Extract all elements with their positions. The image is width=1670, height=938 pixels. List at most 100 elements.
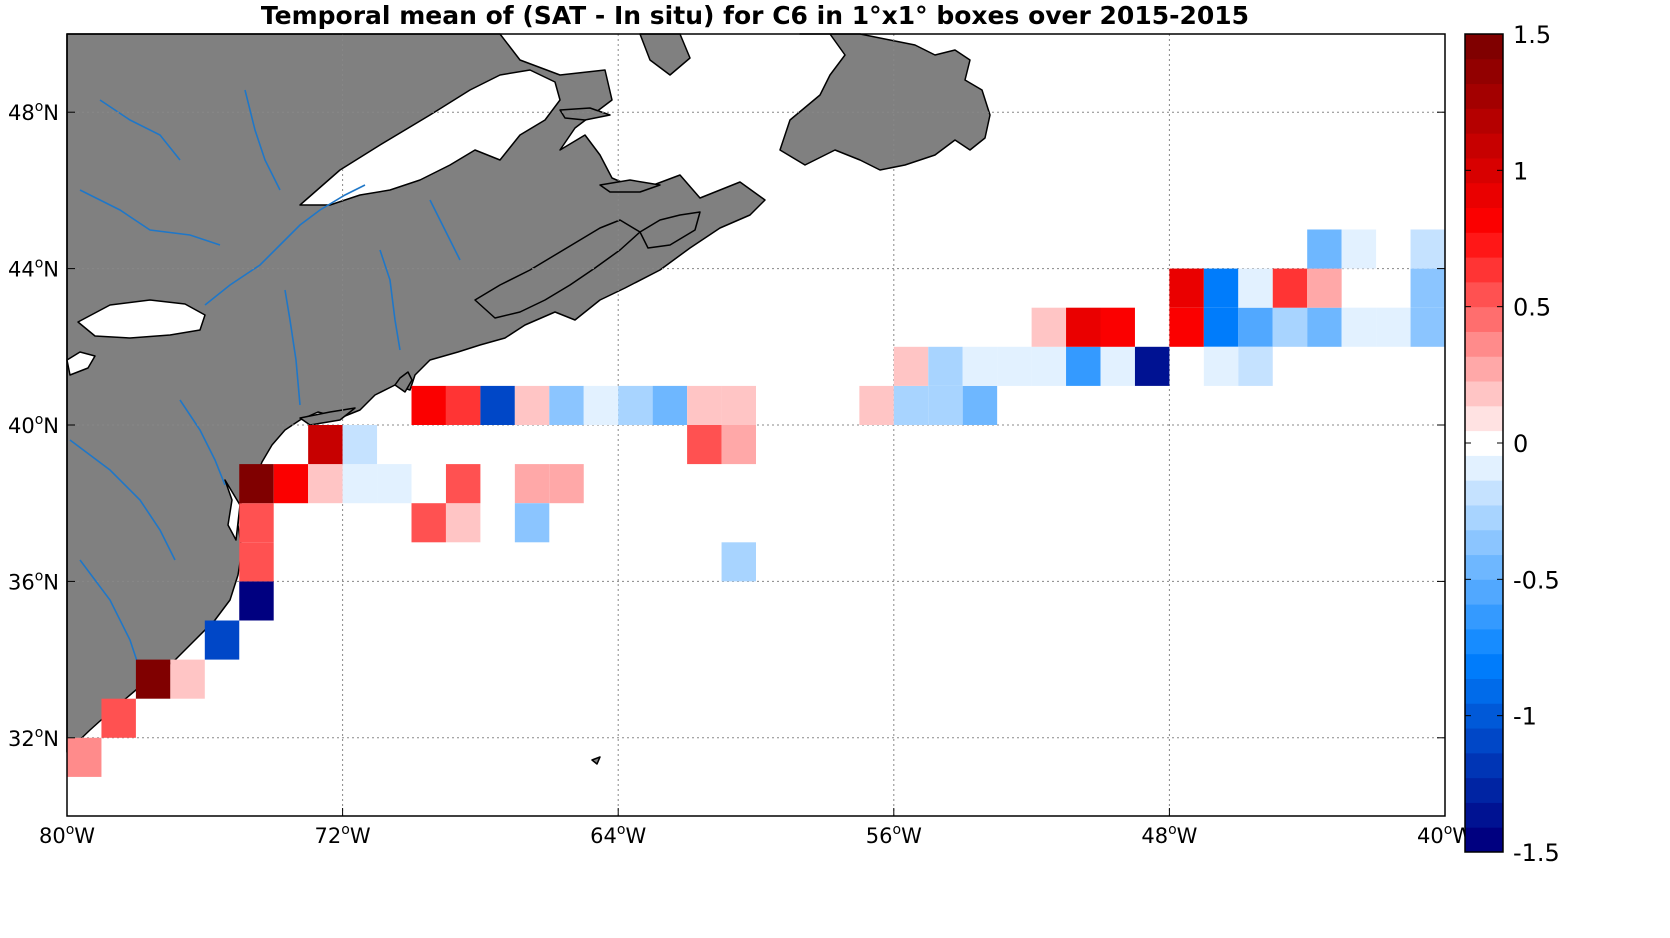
heatmap-cell-31	[652, 385, 688, 425]
heatmap-cell-4	[204, 620, 240, 660]
heatmap-cell-63	[1307, 268, 1342, 308]
figure-title: Temporal mean of (SAT - In situ) for C6 …	[261, 1, 1249, 30]
map-area: 80oW 72oW 64oW 56oW 48oW 40oW 32oN36oN40oN44o…	[8, 33, 1473, 848]
heatmap-cell-33	[721, 385, 756, 425]
land-cape-breton	[639, 211, 701, 249]
colorbar-block-31	[1465, 58, 1503, 85]
heatmap-cell-58	[1238, 346, 1273, 386]
colorbar-block-14	[1465, 480, 1503, 506]
heatmap-cell-42	[1031, 346, 1067, 386]
heatmap-cell-2	[135, 659, 171, 699]
heatmap-cell-44	[1100, 346, 1135, 386]
river-1	[79, 189, 221, 246]
colorbar-block-28	[1465, 133, 1503, 159]
heatmap-cell-15	[411, 503, 446, 543]
heatmap-cell-10	[308, 464, 343, 504]
colorbar-block-15	[1465, 455, 1503, 481]
colorbar-block-25	[1465, 207, 1503, 233]
heatmap-cell-49	[1169, 307, 1204, 347]
heatmap-cell-35	[893, 385, 929, 425]
heatmap-cell-29	[583, 385, 619, 425]
heatmap-cell-54	[1341, 307, 1377, 347]
lake-erie	[66, 351, 96, 376]
colorbar-block-29	[1465, 108, 1503, 134]
colorbar-block-21	[1465, 306, 1503, 332]
river-st-lawrence	[204, 184, 366, 306]
heatmap-cell-48	[1100, 307, 1135, 347]
river-2	[99, 99, 181, 161]
y-tick-label-0: 32oN	[8, 725, 59, 751]
heatmap-cell-64	[1410, 268, 1445, 308]
heatmap-cell-30	[618, 385, 653, 425]
heatmap-cell-47	[1066, 307, 1101, 347]
heatmap-cell-16	[445, 503, 481, 543]
heatmap-cell-38	[893, 346, 929, 386]
colorbar-tick-label-3: 0	[1513, 430, 1528, 458]
x-tick-label-1: 72oW	[315, 822, 371, 848]
heatmap-cell-67	[1410, 229, 1445, 269]
colorbar-block-24	[1465, 232, 1503, 258]
heatmap-cell-37	[962, 385, 998, 425]
heatmap-cell-19	[549, 464, 584, 504]
heatmap-cell-45	[1134, 346, 1170, 386]
heatmap-cell-14	[342, 425, 378, 465]
cape-cod	[394, 371, 413, 393]
heatmap-cell-51	[1238, 307, 1273, 347]
colorbar-block-18	[1465, 381, 1503, 407]
colorbar-block-8	[1465, 628, 1503, 655]
colorbar-block-11	[1465, 554, 1503, 580]
heatmap-cell-7	[239, 503, 274, 543]
colorbar-block-17	[1465, 405, 1503, 432]
heatmap-cell-20	[514, 503, 550, 543]
colorbar-tick-label-5: -1	[1513, 703, 1537, 731]
long-island	[299, 407, 356, 426]
heatmap-cell-27	[514, 385, 550, 425]
heatmap-cell-28	[549, 385, 584, 425]
colorbar-tick-label-2: 0.5	[1513, 294, 1551, 322]
colorbar-block-20	[1465, 331, 1503, 357]
colorbar-block-3	[1465, 752, 1503, 779]
heatmap-cell-21	[721, 542, 756, 582]
colorbar-tick-label-0: 1.5	[1513, 21, 1551, 49]
colorbar-block-9	[1465, 604, 1503, 630]
colorbar-block-1	[1465, 802, 1503, 828]
colorbar-block-27	[1465, 157, 1503, 184]
colorbar-block-0	[1465, 827, 1503, 853]
heatmap-cell-61	[1238, 268, 1273, 308]
heatmap-cell-56	[1410, 307, 1445, 347]
colorbar-block-6	[1465, 678, 1503, 704]
y-tick-label-2: 40oN	[8, 412, 59, 438]
heatmap-cell-52	[1272, 307, 1308, 347]
colorbar-tick-label-6: -1.5	[1513, 839, 1560, 867]
heatmap-cell-60	[1203, 268, 1239, 308]
heatmap-cell-24	[411, 385, 446, 425]
colorbar-block-12	[1465, 529, 1503, 556]
heatmap-cell-65	[1307, 229, 1342, 269]
heatmap-cell-23	[721, 425, 756, 465]
heatmap-cell-66	[1341, 229, 1377, 269]
heatmap-cell-25	[445, 385, 481, 425]
colorbar-block-26	[1465, 182, 1503, 209]
y-tick-label-4: 48oN	[8, 99, 59, 125]
land-newfoundland	[779, 33, 991, 171]
river-8	[429, 199, 461, 261]
heatmap-cell-18	[514, 464, 550, 504]
heatmap-cells	[67, 229, 1445, 777]
colorbar-ticks: 1.5 1 0.5 0 -0.5 -1 -1.5	[1465, 21, 1560, 867]
land-north-america	[66, 33, 766, 753]
heatmap-cell-17	[445, 464, 481, 504]
x-axis-ticks: 80oW 72oW 64oW 56oW 48oW 40oW	[39, 808, 1473, 848]
heatmap-cell-32	[687, 385, 722, 425]
heatmap-cell-41	[997, 346, 1032, 386]
colorbar-block-23	[1465, 257, 1503, 283]
heatmap-cell-6	[239, 542, 274, 582]
chesapeake-bay	[224, 479, 241, 541]
heatmap-cell-46	[1031, 307, 1067, 347]
x-tick-label-2: 64oW	[590, 822, 646, 848]
heatmap-cell-9	[273, 464, 309, 504]
heatmap-cell-12	[377, 464, 412, 504]
river-7	[179, 399, 226, 486]
heatmap-cell-3	[170, 659, 205, 699]
river-4	[379, 249, 401, 351]
